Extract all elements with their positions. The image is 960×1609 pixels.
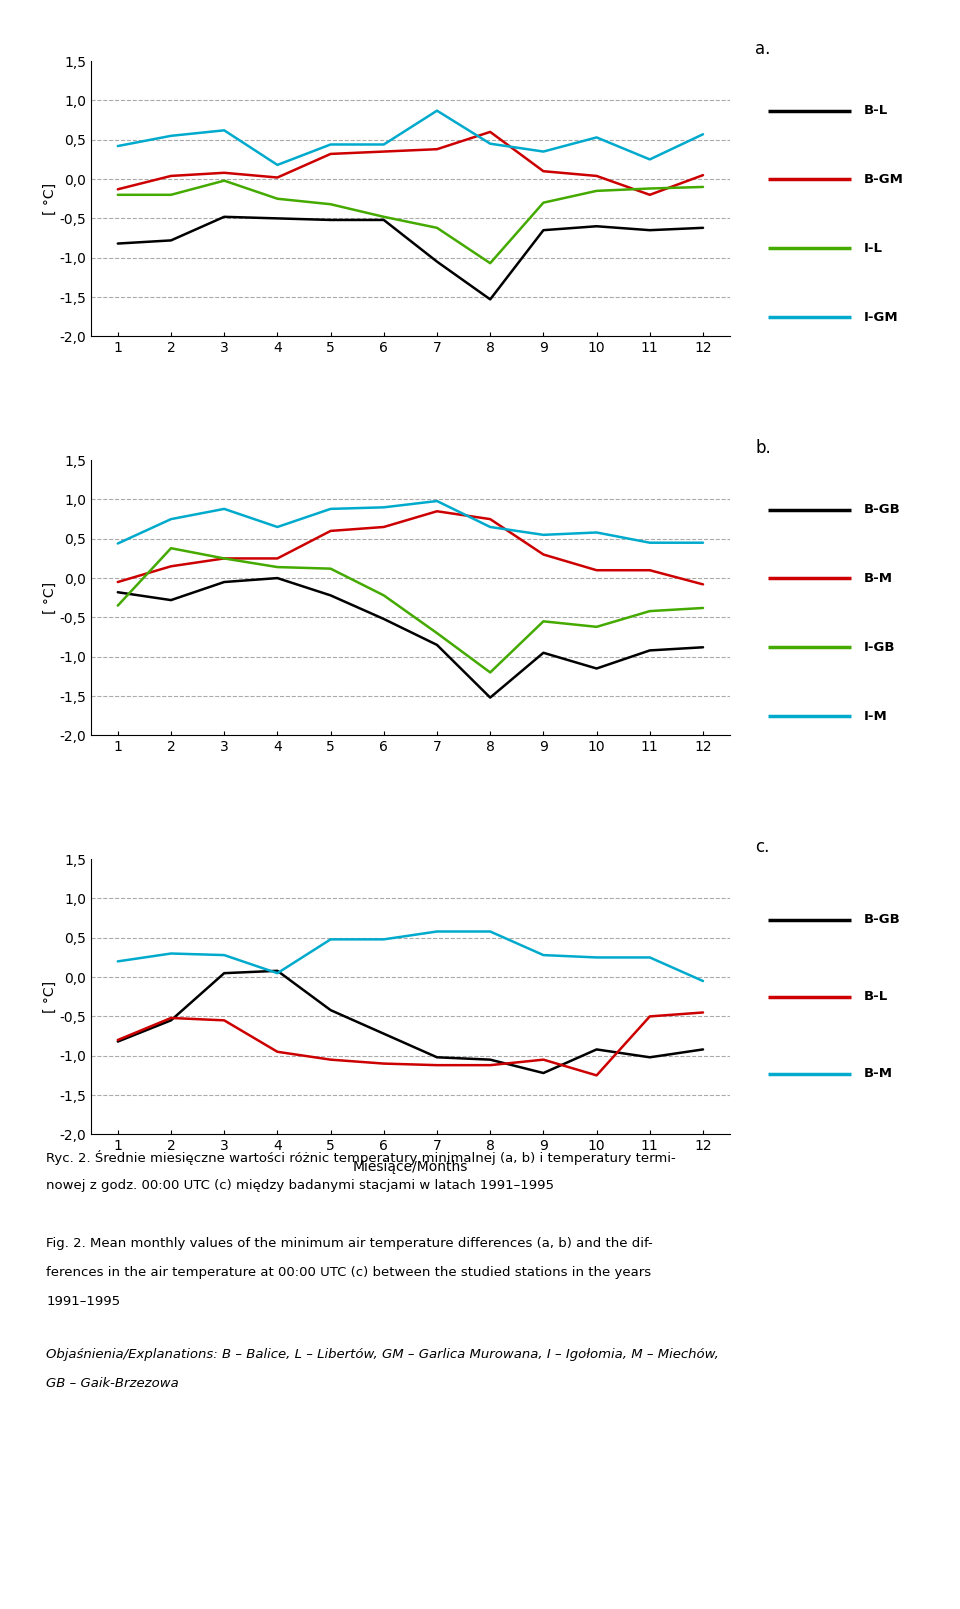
Text: B-GM: B-GM <box>864 174 903 187</box>
X-axis label: Miesiące/Months: Miesiące/Months <box>352 1160 468 1175</box>
Text: Fig. 2. Mean monthly values of the minimum air temperature differences (a, b) an: Fig. 2. Mean monthly values of the minim… <box>46 1237 653 1250</box>
Text: B-L: B-L <box>864 990 888 1004</box>
Text: I-L: I-L <box>864 241 882 254</box>
Text: c.: c. <box>756 838 770 856</box>
Text: B-L: B-L <box>864 105 888 117</box>
Text: GB – Gaik-Brzezowa: GB – Gaik-Brzezowa <box>46 1377 179 1390</box>
Text: B-GB: B-GB <box>864 914 900 927</box>
Text: nowej z godz. 00:00 UTC (c) między badanymi stacjami w latach 1991–1995: nowej z godz. 00:00 UTC (c) między badan… <box>46 1179 554 1192</box>
Y-axis label: [ °C]: [ °C] <box>42 183 57 214</box>
Y-axis label: [ °C]: [ °C] <box>42 582 57 613</box>
Text: B-M: B-M <box>864 1067 893 1080</box>
Y-axis label: [ °C]: [ °C] <box>42 981 57 1012</box>
Text: 1991–1995: 1991–1995 <box>46 1295 120 1308</box>
Text: ferences in the air temperature at 00:00 UTC (c) between the studied stations in: ferences in the air temperature at 00:00… <box>46 1266 651 1279</box>
Text: I-GB: I-GB <box>864 640 895 653</box>
Text: a.: a. <box>756 40 771 58</box>
Text: Ryc. 2. Średnie miesięczne wartości różnic temperatury minimalnej (a, b) i tempe: Ryc. 2. Średnie miesięczne wartości różn… <box>46 1150 676 1165</box>
Text: b.: b. <box>756 439 771 457</box>
Text: B-GB: B-GB <box>864 504 900 516</box>
Text: Objaśnienia/Explanations: B – Balice, L – Libertów, GM – Garlica Murowana, I – I: Objaśnienia/Explanations: B – Balice, L … <box>46 1348 719 1361</box>
Text: I-GM: I-GM <box>864 311 899 323</box>
Text: B-M: B-M <box>864 571 893 586</box>
Text: I-M: I-M <box>864 710 887 722</box>
